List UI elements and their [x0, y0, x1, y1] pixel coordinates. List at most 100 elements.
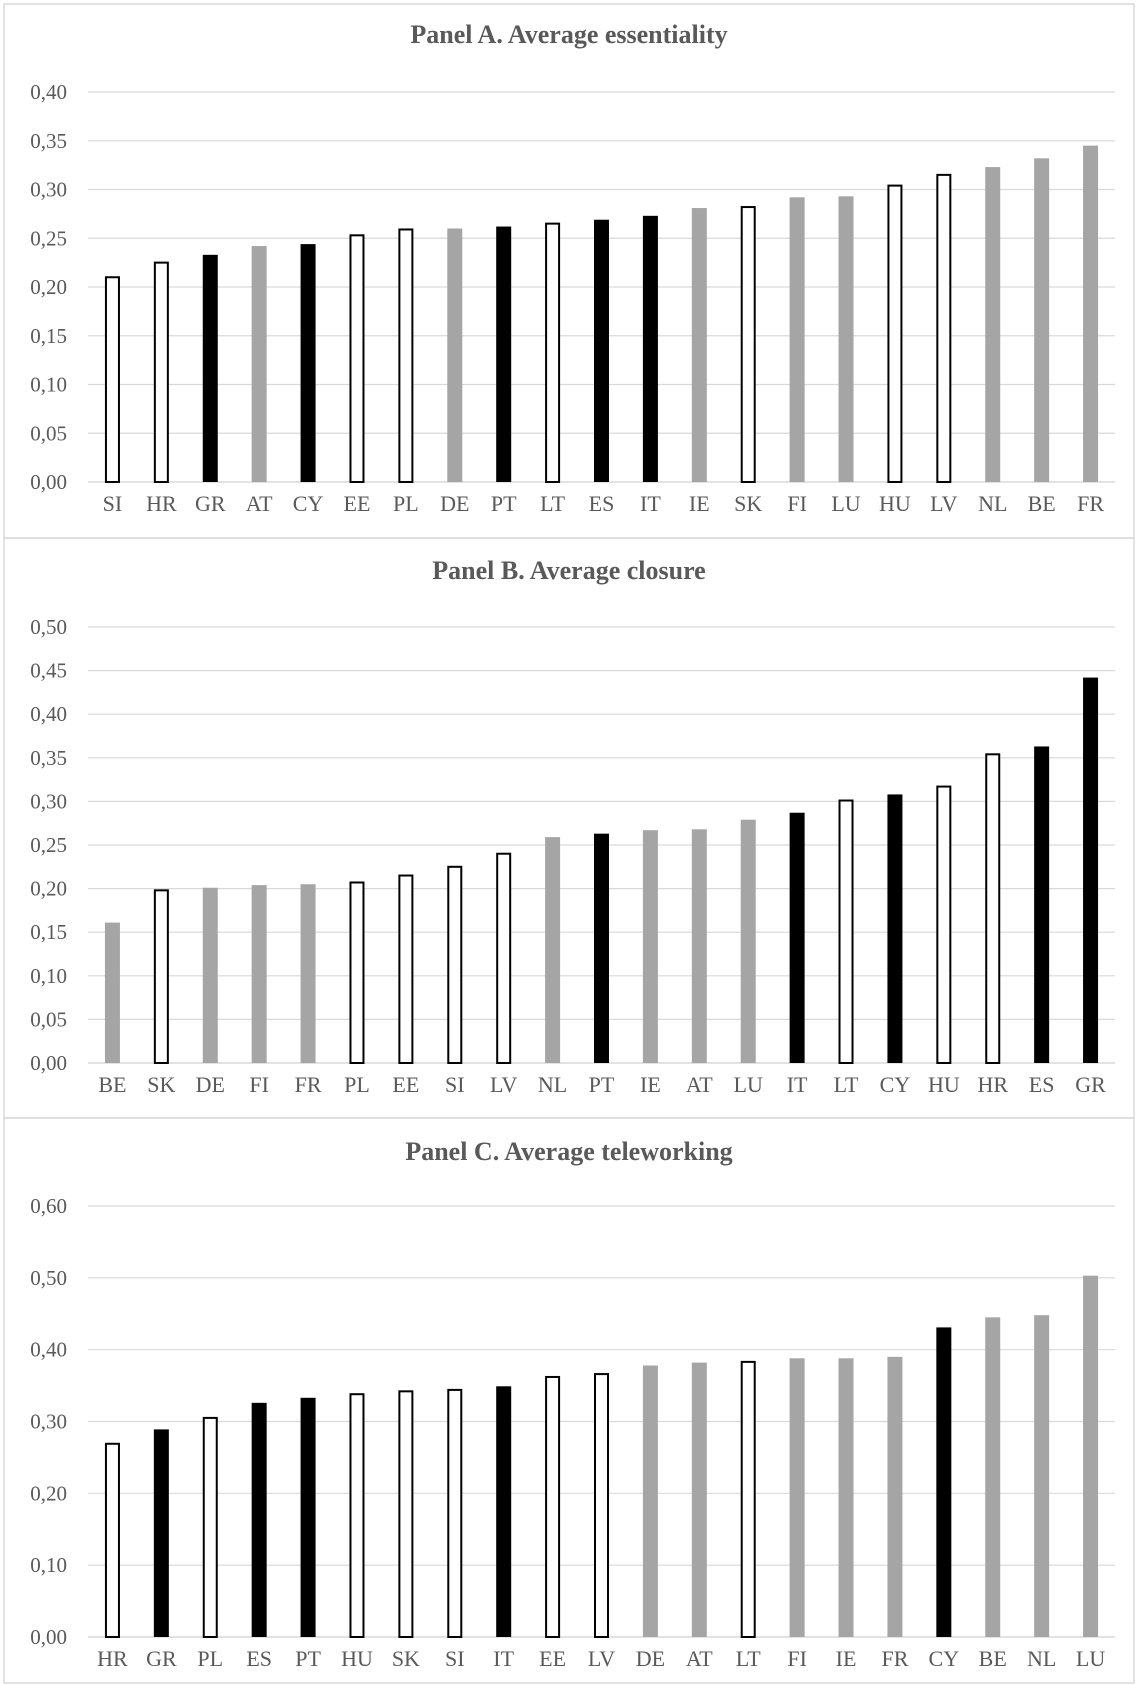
panel-a-bar-hu — [887, 184, 903, 483]
panel-b-bar-fi — [251, 885, 267, 1063]
panel-b-category-label: HR — [977, 1072, 1008, 1097]
panel-c-bar-lt — [740, 1360, 756, 1638]
panel-b-category-label: FR — [295, 1072, 322, 1097]
panel-a-category-label: SI — [103, 491, 123, 516]
panel-a-bar-lv — [936, 173, 952, 483]
panel-b-bar-pl — [349, 881, 365, 1064]
panel-a-category-label: FI — [787, 491, 807, 516]
panel-c-category-label: FR — [881, 1646, 908, 1671]
panel-a-bar-ie — [691, 208, 707, 482]
panel-b-bar-es — [1034, 746, 1050, 1063]
panel-b-category-label: FI — [249, 1072, 269, 1097]
panel-b-bar-ie — [642, 830, 658, 1063]
panel-b-category-label: LU — [734, 1072, 763, 1097]
panel-c-category-label: LV — [588, 1646, 615, 1671]
panel-b-category-label: ES — [1029, 1072, 1055, 1097]
panel-a-category-label: EE — [344, 491, 371, 516]
panel-a-bar-it — [642, 215, 658, 482]
panel-b-bar-nl — [545, 837, 561, 1063]
panel-a-bar-de — [447, 228, 463, 482]
panel-c-category-label: LU — [1076, 1646, 1105, 1671]
panel-b-category-label: SI — [445, 1072, 465, 1097]
panel-b-category-label: HU — [928, 1072, 960, 1097]
panel-b-bar-de — [202, 887, 218, 1063]
panel-b-y-tick-label: 0,20 — [30, 877, 67, 901]
panel-b-y-tick-label: 0,50 — [30, 615, 67, 639]
panel-b-category-label: NL — [538, 1072, 567, 1097]
panel-a-category-label: DE — [440, 491, 469, 516]
panel-c-y-tick-label: 0,30 — [30, 1410, 67, 1434]
panel-a-category-label: SK — [734, 491, 762, 516]
panel-c-category-label: PL — [197, 1646, 223, 1671]
panel-b-category-label: IT — [787, 1072, 808, 1097]
panel-b-category-label: BE — [98, 1072, 126, 1097]
panel-c-category-label: LT — [736, 1646, 761, 1671]
panel-a-y-tick-label: 0,25 — [30, 226, 67, 250]
panel-a-y-tick-label: 0,30 — [30, 178, 67, 202]
panel-a-category-label: CY — [293, 491, 324, 516]
panel-c-bar-ee — [545, 1375, 561, 1639]
panel-b-bar-cy — [887, 794, 903, 1063]
panel-b-bar-fr — [300, 884, 316, 1063]
panel-c-category-label: SK — [392, 1646, 420, 1671]
panel-c-category-label: SI — [445, 1646, 465, 1671]
panel-b-title: Panel B. Average closure — [432, 556, 705, 585]
panel-c-category-label: GR — [146, 1646, 177, 1671]
panel-b-bar-gr — [1083, 677, 1099, 1063]
panel-a-bar-hr — [153, 261, 169, 483]
panel-b-bar-pt — [594, 833, 609, 1063]
panel-b-bar-be — [104, 922, 120, 1063]
panel-b-y-tick-label: 0,10 — [30, 964, 67, 988]
panel-b-frame — [3, 537, 1135, 1119]
panel-a-bar-pt — [496, 226, 512, 482]
panel-b-bar-ee — [398, 874, 414, 1065]
panel-c-bar-cy — [936, 1327, 952, 1637]
panel-a-category-label: NL — [978, 491, 1007, 516]
panel-b-y-tick-label: 0,00 — [30, 1051, 67, 1075]
panel-a-category-label: LV — [930, 491, 957, 516]
panel-a-y-tick-label: 0,10 — [30, 373, 67, 397]
panel-a-category-label: IE — [689, 491, 710, 516]
panel-c-bar-sk — [398, 1390, 414, 1638]
panel-a-bar-gr — [202, 254, 218, 482]
panel-a-category-label: GR — [195, 491, 226, 516]
panel-a-bar-si — [104, 276, 120, 483]
panel-b-bar-lu — [740, 819, 756, 1063]
panel-a-category-label: PL — [393, 491, 419, 516]
panel-c-category-label: EE — [539, 1646, 566, 1671]
panel-c-category-label: HR — [97, 1646, 128, 1671]
panel-c-category-label: BE — [979, 1646, 1007, 1671]
panel-b-category-label: GR — [1075, 1072, 1106, 1097]
panel-a-category-label: HR — [146, 491, 177, 516]
panel-a-category-label: BE — [1028, 491, 1056, 516]
panel-a-bar-nl — [985, 167, 1001, 482]
panel-c-y-tick-label: 0,10 — [30, 1553, 67, 1577]
panel-b-y-tick-label: 0,40 — [30, 702, 67, 726]
panel-b-y-tick-label: 0,25 — [30, 833, 67, 857]
panel-b-bar-si — [447, 865, 463, 1064]
panel-a-y-tick-label: 0,00 — [30, 470, 67, 494]
panel-b-category-label: IE — [640, 1072, 661, 1097]
panel-c-bar-fi — [789, 1358, 805, 1637]
panel-b-category-label: DE — [196, 1072, 225, 1097]
panel-c-bar-lv — [594, 1373, 609, 1638]
panel-c-category-label: IE — [836, 1646, 857, 1671]
panel-b-bar-lt — [838, 799, 854, 1064]
panel-b-y-tick-label: 0,15 — [30, 920, 67, 944]
panel-c-title: Panel C. Average teleworking — [405, 1137, 732, 1166]
panel-c-category-label: FI — [787, 1646, 807, 1671]
panel-a-category-label: LU — [831, 491, 860, 516]
panel-a-bar-cy — [300, 244, 316, 482]
panel-a-bar-be — [1034, 158, 1050, 483]
panel-b-y-tick-label: 0,30 — [30, 789, 67, 813]
panel-c-bar-gr — [153, 1429, 169, 1637]
panel-c-y-tick-label: 0,20 — [30, 1481, 67, 1505]
panel-c-bar-si — [447, 1388, 463, 1638]
panel-b-y-tick-label: 0,35 — [30, 746, 67, 770]
panel-a-bar-fr — [1083, 145, 1099, 482]
panel-a-y-tick-label: 0,05 — [30, 421, 67, 445]
panel-c-category-label: AT — [686, 1646, 713, 1671]
panel-c-y-tick-label: 0,00 — [30, 1625, 67, 1649]
panel-a-y-tick-label: 0,15 — [30, 324, 67, 348]
panel-c-bar-nl — [1034, 1315, 1050, 1637]
